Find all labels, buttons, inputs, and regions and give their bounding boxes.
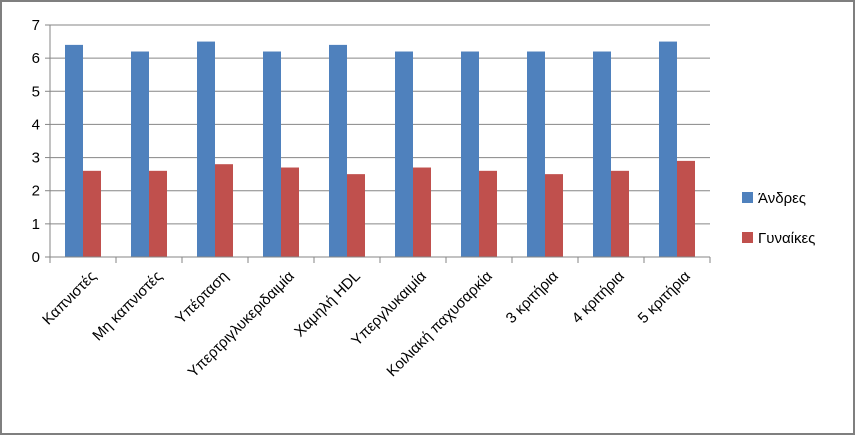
- x-tick-label: 3 κριτήρια: [503, 268, 562, 327]
- legend-label: Γυναίκες: [758, 230, 815, 247]
- bar-andres: [65, 44, 83, 258]
- y-tick-label: 3: [32, 150, 40, 167]
- bar-gynaikes: [281, 167, 299, 257]
- legend-swatch: [742, 192, 753, 203]
- bar-andres: [395, 51, 413, 258]
- y-tick-label: 2: [32, 183, 40, 200]
- bar-gynaikes: [347, 174, 365, 257]
- y-tick-label: 4: [32, 116, 40, 133]
- bars: [65, 41, 695, 258]
- bar-andres: [197, 41, 215, 258]
- bar-andres: [527, 51, 545, 258]
- axes: [45, 24, 711, 263]
- bar-andres: [593, 51, 611, 258]
- bar-gynaikes: [413, 167, 431, 257]
- y-tick-label: 6: [32, 50, 40, 67]
- x-tick-label: Χαμηλή HDL: [291, 268, 364, 341]
- bar-gynaikes: [215, 164, 233, 257]
- bar-andres: [659, 41, 677, 258]
- legend: Άνδρες Γυναίκες: [742, 190, 815, 247]
- y-tick-labels: 0 1 2 3 4 5 6 7: [32, 17, 40, 266]
- legend-swatch: [742, 232, 753, 243]
- bar-gynaikes: [83, 170, 101, 257]
- bar-andres: [329, 44, 347, 258]
- bar-andres: [461, 51, 479, 258]
- x-tick-label: 4 κριτήρια: [569, 268, 628, 327]
- bar-andres: [131, 51, 149, 258]
- y-tick-label: 0: [32, 249, 40, 266]
- x-tick-label: Υπέρταση: [172, 268, 232, 328]
- bar-gynaikes: [677, 160, 695, 257]
- bar-gynaikes: [611, 170, 629, 257]
- x-tick-label: 5 κριτήρια: [635, 268, 694, 327]
- y-tick-label: 5: [32, 83, 40, 100]
- x-tick-label: Καπνιστές: [39, 268, 100, 329]
- legend-label: Άνδρες: [758, 190, 806, 207]
- x-tick-label: Μη καπνιστές: [89, 268, 166, 345]
- bar-andres: [263, 51, 281, 258]
- y-tick-label: 7: [32, 17, 40, 34]
- bar-gynaikes: [479, 170, 497, 257]
- bar-gynaikes: [149, 170, 167, 257]
- y-tick-label: 1: [32, 216, 40, 233]
- bar-gynaikes: [545, 174, 563, 257]
